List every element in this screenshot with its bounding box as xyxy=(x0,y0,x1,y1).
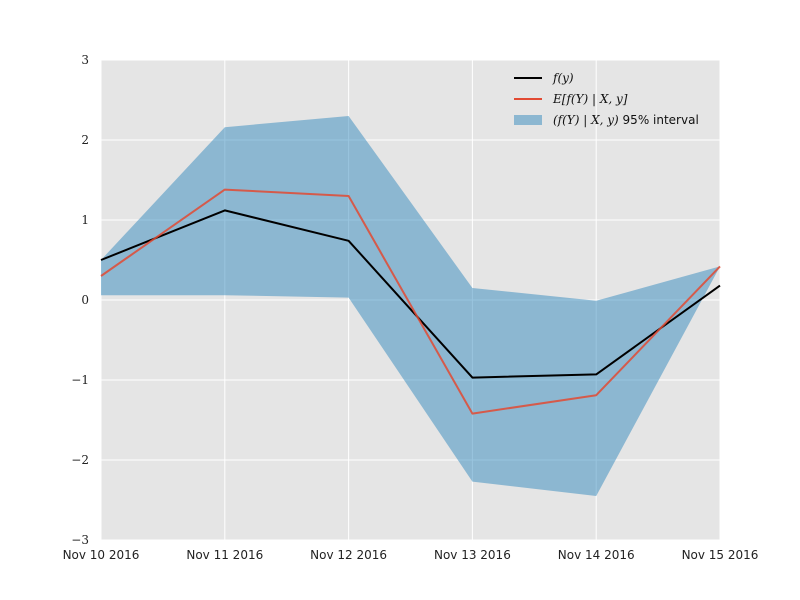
y-ticks: −3 −2 −1 0 1 2 3 xyxy=(71,53,89,547)
x-ticks: Nov 10 2016 Nov 11 2016 Nov 12 2016 Nov 13 … xyxy=(63,548,759,562)
y-tick-label: −2 xyxy=(71,453,89,467)
x-tick-label: Nov 14 2016 xyxy=(558,548,635,562)
x-tick-label: Nov 10 2016 xyxy=(63,548,140,562)
y-tick-label: −3 xyxy=(71,533,89,547)
y-tick-label: −1 xyxy=(71,373,89,387)
y-tick-label: 3 xyxy=(81,53,89,67)
legend-label-f-y: f(y) xyxy=(552,71,574,85)
legend-label-interval-suffix: 95% interval xyxy=(623,113,699,127)
legend: f(y) E[f(Y) | X, y] (f(Y) | X, y) 95% in… xyxy=(514,71,699,127)
x-tick-label: Nov 15 2016 xyxy=(682,548,759,562)
x-tick-label: Nov 11 2016 xyxy=(186,548,263,562)
x-tick-label: Nov 13 2016 xyxy=(434,548,511,562)
series-line-f-y xyxy=(100,209,721,379)
x-tick-label: Nov 12 2016 xyxy=(310,548,387,562)
y-tick-label: 0 xyxy=(81,293,89,307)
legend-label-interval-math: (f(Y) | X, y) xyxy=(553,113,619,127)
legend-swatch-interval xyxy=(514,115,542,125)
y-tick-label: 1 xyxy=(81,213,89,227)
series-line-expectation xyxy=(100,188,721,415)
legend-label-interval: (f(Y) | X, y) 95% interval xyxy=(553,113,699,127)
lines-group xyxy=(100,188,721,415)
y-tick-label: 2 xyxy=(81,133,89,147)
legend-label-expectation: E[f(Y) | X, y] xyxy=(552,92,628,106)
